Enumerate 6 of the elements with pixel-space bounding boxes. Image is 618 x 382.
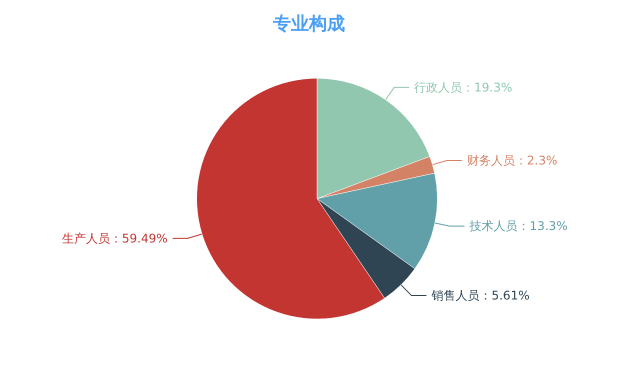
slice-label: 技术人员：13.3% [468,219,568,234]
slice-label: 销售人员：5.61% [430,288,530,303]
slice-label: 行政人员：19.3% [414,80,512,94]
chart-title: 专业构成 [272,14,345,34]
slice-label: 财务人员：2.3% [466,153,558,168]
slice-label: 生产人员：59.49% [62,231,168,246]
